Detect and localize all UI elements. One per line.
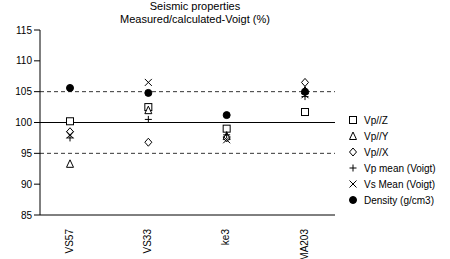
svg-text:MA203: MA203 (299, 229, 310, 259)
html-text:Density (g/cm3): Density (g/cm3) (364, 194, 434, 206)
html-text:Vp//X: Vp//X (364, 146, 389, 158)
html-text:Seismic properties: Seismic properties (149, 0, 241, 12)
svg-text:100: 100 (15, 117, 32, 128)
svg-text:VS57: VS57 (64, 229, 75, 254)
svg-text:115: 115 (16, 25, 32, 36)
svg-text:95: 95 (21, 148, 33, 159)
svg-text:85: 85 (21, 210, 33, 221)
svg-text:VS33: VS33 (142, 229, 153, 254)
svg-text:110: 110 (16, 55, 32, 66)
html-text:Vs Mean (Voigt): Vs Mean (Voigt) (364, 178, 436, 190)
svg-text:90: 90 (21, 179, 33, 190)
html-text:Measured/calculated-Voigt (%): Measured/calculated-Voigt (%) (120, 13, 270, 25)
svg-text:ke3: ke3 (220, 229, 231, 246)
html-text:Vp//Z: Vp//Z (364, 114, 388, 126)
html-text:Vp mean (Voigt): Vp mean (Voigt) (364, 162, 436, 174)
svg-text:105: 105 (15, 86, 32, 97)
html-text:Vp//Y: Vp//Y (364, 130, 389, 142)
